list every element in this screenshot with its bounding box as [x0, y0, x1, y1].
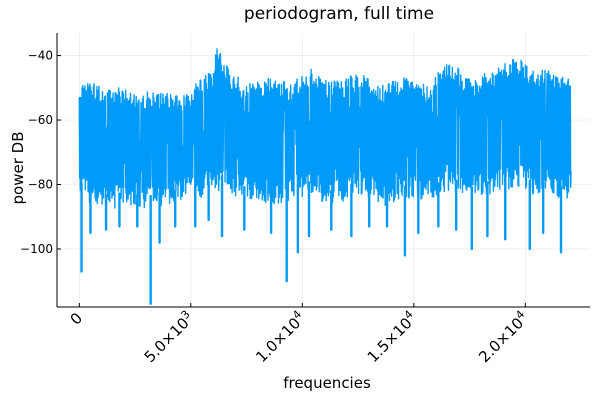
x-tick-exponent: 3 — [179, 308, 193, 322]
axes — [56, 33, 590, 308]
x-tick-label: 5.0×103 — [139, 308, 197, 366]
x-tick-label: 1.0×104 — [251, 308, 309, 366]
y-tick-label: −60 — [28, 113, 53, 127]
chart-title: periodogram, full time — [244, 4, 434, 24]
x-tick-label: 0 — [67, 309, 86, 328]
y-tick-label: −40 — [28, 49, 53, 63]
x-tick-label: 1.5×104 — [362, 308, 420, 366]
y-tick-label: −100 — [20, 242, 53, 256]
x-tick-exponent: 4 — [402, 308, 416, 322]
x-tick-exponent: 4 — [290, 308, 304, 322]
x-tick-exponent: 4 — [513, 308, 527, 322]
x-axis-label: frequencies — [283, 374, 371, 392]
y-axis-label: power DB — [9, 132, 27, 205]
series-path — [78, 48, 572, 209]
x-tick-label: 2.0×104 — [474, 308, 532, 366]
y-tick-label: −80 — [28, 178, 53, 192]
series-line — [78, 48, 572, 305]
